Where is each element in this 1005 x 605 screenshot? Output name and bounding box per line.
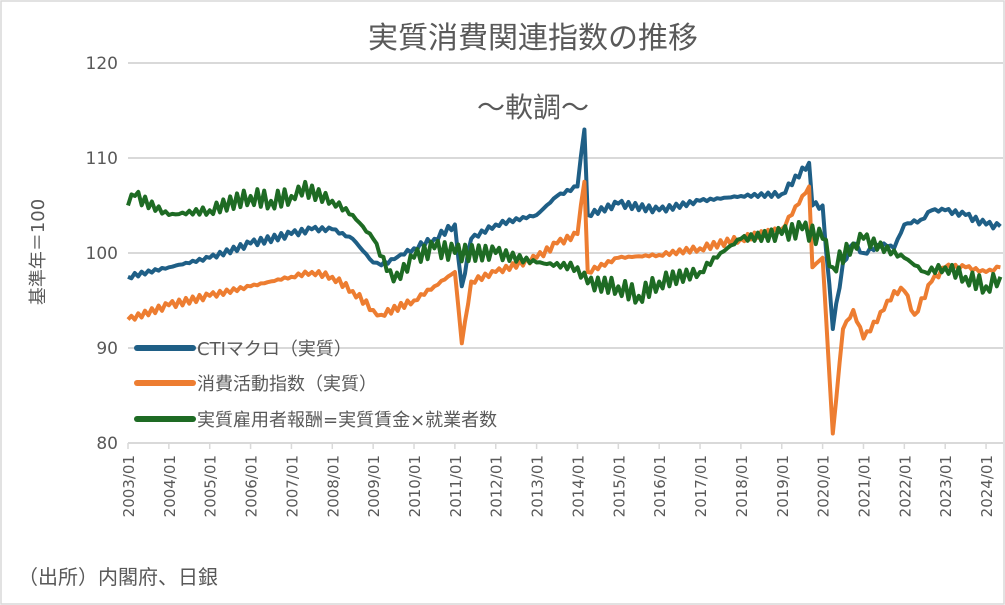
- x-tick-label: 2018/01: [733, 455, 751, 517]
- series-line-2: [126, 179, 1003, 305]
- chart-title: 実質消費関連指数の推移: [368, 21, 698, 56]
- source-note: （出所）内閣府、日銀: [18, 565, 218, 589]
- series-line-1: [126, 179, 1001, 436]
- x-tick-label: 2007/01: [283, 455, 301, 517]
- chart-subtitle: ～軟調～: [477, 91, 589, 124]
- legend-label: CTIマクロ（実質）: [197, 339, 352, 360]
- x-tick-label: 2010/01: [406, 455, 424, 517]
- gridlines: [128, 62, 1003, 444]
- x-tick-label: 2019/01: [774, 455, 792, 517]
- x-tick-label: 2014/01: [569, 455, 587, 517]
- y-tick-label: 90: [96, 339, 118, 359]
- series-lines: [126, 127, 1003, 436]
- x-axis-ticks: 2003/01 2004/01 2005/01 2006/01 2007/01 2008/…: [120, 443, 996, 517]
- x-tick-label: 2005/01: [202, 455, 220, 517]
- x-tick-label: 2024/01: [978, 455, 996, 517]
- legend-label: 消費活動指数（実質）: [197, 374, 377, 395]
- x-tick-label: 2023/01: [937, 455, 955, 517]
- legend: CTIマクロ（実質） 消費活動指数（実質） 実質雇用者報酬=実質賃金×就業者数: [134, 339, 497, 431]
- y-tick-label: 110: [86, 149, 118, 169]
- legend-label: 実質雇用者報酬=実質賃金×就業者数: [197, 410, 497, 431]
- y-tick-label: 100: [86, 244, 118, 264]
- y-tick-label: 120: [86, 54, 118, 74]
- x-tick-label: 2022/01: [896, 455, 914, 517]
- x-tick-label: 2021/01: [855, 455, 873, 517]
- x-tick-label: 2012/01: [488, 455, 506, 517]
- x-tick-label: 2015/01: [610, 455, 628, 517]
- x-tick-label: 2006/01: [243, 455, 261, 517]
- y-axis-ticks: 80 90 100 110 120: [86, 54, 118, 454]
- x-tick-label: 2004/01: [161, 455, 179, 517]
- x-tick-label: 2020/01: [815, 455, 833, 517]
- x-tick-label: 2008/01: [324, 455, 342, 517]
- x-tick-label: 2013/01: [529, 455, 547, 517]
- x-tick-label: 2011/01: [447, 455, 465, 517]
- y-tick-label: 80: [96, 434, 118, 454]
- x-tick-label: 2009/01: [365, 455, 383, 517]
- x-tick-label: 2017/01: [692, 455, 710, 517]
- x-tick-label: 2003/01: [120, 455, 138, 517]
- x-tick-label: 2016/01: [651, 455, 669, 517]
- y-axis-label: 基準年＝100: [28, 199, 49, 305]
